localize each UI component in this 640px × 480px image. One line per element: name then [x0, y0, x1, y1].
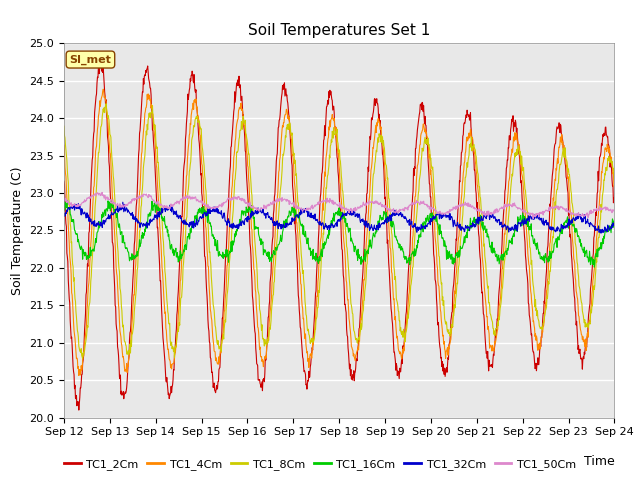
Title: Soil Temperatures Set 1: Soil Temperatures Set 1	[248, 23, 430, 38]
Y-axis label: Soil Temperature (C): Soil Temperature (C)	[11, 166, 24, 295]
Text: Time: Time	[584, 455, 614, 468]
Legend: TC1_2Cm, TC1_4Cm, TC1_8Cm, TC1_16Cm, TC1_32Cm, TC1_50Cm: TC1_2Cm, TC1_4Cm, TC1_8Cm, TC1_16Cm, TC1…	[60, 455, 580, 474]
Text: SI_met: SI_met	[70, 54, 111, 65]
